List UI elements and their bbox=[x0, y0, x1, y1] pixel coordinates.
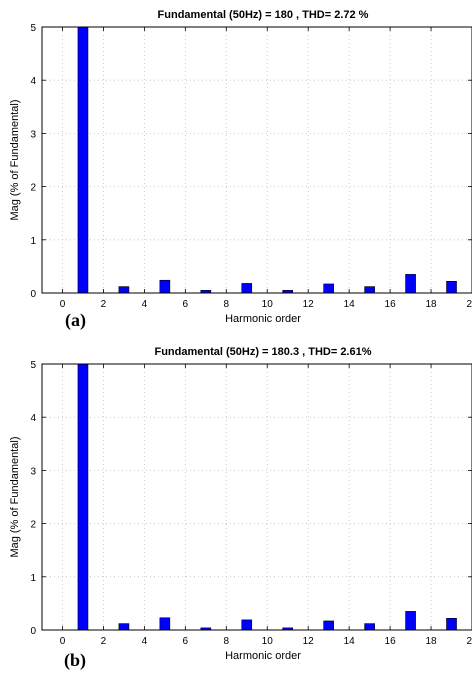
harmonic-bar bbox=[159, 279, 171, 294]
harmonic-bar bbox=[323, 620, 334, 631]
harmonic-bar bbox=[118, 623, 130, 631]
y-tick-label: 5 bbox=[30, 360, 36, 371]
chart-panel-a: 02468101214161820012345Fundamental (50Hz… bbox=[0, 0, 472, 330]
x-tick-label: 2 bbox=[101, 299, 107, 310]
x-tick-label: 0 bbox=[60, 299, 66, 310]
x-tick-label: 6 bbox=[183, 299, 189, 310]
harmonic-bar bbox=[241, 619, 253, 631]
x-axis-label: Harmonic order bbox=[225, 650, 301, 662]
chart-title: Fundamental (50Hz) = 180 , THD= 2.72 % bbox=[158, 9, 369, 21]
y-tick-label: 0 bbox=[30, 289, 36, 300]
x-tick-label: 12 bbox=[303, 636, 315, 647]
panel-label: (b) bbox=[64, 650, 86, 671]
harmonic-bar bbox=[364, 286, 375, 294]
x-tick-label: 4 bbox=[142, 636, 148, 647]
harmonic-bar bbox=[405, 611, 416, 631]
x-tick-label: 0 bbox=[60, 636, 66, 647]
y-tick-label: 4 bbox=[30, 413, 36, 424]
harmonic-bar bbox=[118, 286, 130, 294]
x-tick-label: 20 bbox=[466, 636, 472, 647]
harmonic-bar bbox=[241, 283, 253, 294]
x-tick-label: 18 bbox=[425, 299, 437, 310]
x-tick-label: 12 bbox=[303, 299, 315, 310]
x-tick-label: 20 bbox=[466, 299, 472, 310]
harmonic-bar bbox=[77, 26, 89, 294]
harmonic-bar bbox=[323, 283, 334, 294]
y-tick-label: 5 bbox=[30, 23, 36, 34]
y-tick-label: 4 bbox=[30, 76, 36, 87]
y-tick-label: 3 bbox=[30, 466, 36, 477]
x-tick-label: 10 bbox=[262, 636, 274, 647]
y-tick-label: 0 bbox=[30, 626, 36, 637]
chart-title: Fundamental (50Hz) = 180.3 , THD= 2.61% bbox=[154, 346, 371, 358]
x-tick-label: 4 bbox=[142, 299, 148, 310]
panel-label: (a) bbox=[65, 310, 86, 330]
x-tick-label: 2 bbox=[101, 636, 107, 647]
harmonic-spectrum-chart-a: 02468101214161820012345Fundamental (50Hz… bbox=[9, 9, 472, 330]
x-tick-label: 14 bbox=[344, 636, 356, 647]
x-tick-label: 8 bbox=[224, 636, 230, 647]
x-tick-label: 16 bbox=[385, 636, 397, 647]
axes-frame bbox=[41, 26, 472, 294]
y-tick-label: 2 bbox=[30, 183, 36, 194]
y-axis-label: Mag (% of Fundamental) bbox=[9, 99, 21, 220]
harmonic-bar bbox=[405, 274, 416, 294]
y-axis-label: Mag (% of Fundamental) bbox=[9, 436, 21, 557]
axes-frame bbox=[41, 363, 472, 631]
plot-area bbox=[42, 27, 472, 293]
harmonic-spectrum-chart-b: 02468101214161820012345Fundamental (50Hz… bbox=[9, 346, 472, 671]
y-tick-label: 1 bbox=[30, 573, 36, 584]
harmonic-bar bbox=[364, 623, 375, 631]
harmonic-bar bbox=[77, 363, 89, 631]
y-tick-label: 3 bbox=[30, 129, 36, 140]
y-tick-label: 1 bbox=[30, 236, 36, 247]
plot-area bbox=[42, 364, 472, 630]
x-axis-label: Harmonic order bbox=[225, 313, 301, 325]
chart-panel-b: 02468101214161820012345Fundamental (50Hz… bbox=[0, 340, 472, 677]
harmonic-bar bbox=[159, 617, 171, 631]
x-tick-label: 8 bbox=[224, 299, 230, 310]
x-tick-label: 6 bbox=[183, 636, 189, 647]
harmonic-bar bbox=[446, 617, 457, 631]
y-tick-label: 2 bbox=[30, 520, 36, 531]
x-tick-label: 16 bbox=[385, 299, 397, 310]
x-tick-label: 18 bbox=[425, 636, 437, 647]
harmonic-bar bbox=[446, 280, 457, 294]
x-tick-label: 14 bbox=[344, 299, 356, 310]
x-tick-label: 10 bbox=[262, 299, 274, 310]
